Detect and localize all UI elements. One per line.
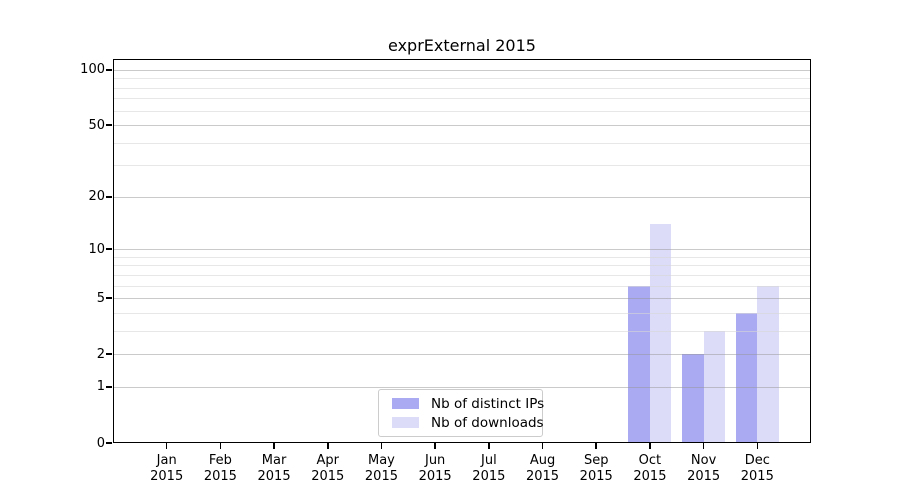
x-tick-year: 2015: [311, 469, 345, 484]
x-tick-year: 2015: [257, 469, 291, 484]
y-tick-mark-20: [106, 196, 112, 198]
y-tick-label-0: 0: [96, 435, 105, 451]
x-tick-mark-may: [380, 443, 383, 449]
x-tick-year: 2015: [150, 469, 184, 484]
x-tick-label-oct: Oct 2015: [620, 453, 680, 485]
x-tick-mark-feb: [219, 443, 222, 449]
gridline-minor-90: [113, 78, 811, 80]
gridline-2: [113, 354, 811, 356]
gridline-100: [113, 69, 811, 71]
x-tick-label-nov: Nov 2015: [674, 453, 734, 485]
bar-distinct-ips-dec: [735, 312, 758, 443]
x-tick-label-mar: Mar 2015: [244, 453, 304, 485]
y-tick-mark-0: [106, 442, 112, 444]
gridline-minor-40: [113, 142, 811, 144]
bar-distinct-ips-nov: [682, 354, 704, 443]
x-tick-label-aug: Aug 2015: [513, 453, 573, 485]
legend-swatch-downloads: [392, 417, 419, 428]
y-tick-mark-10: [106, 248, 112, 250]
x-tick-year: 2015: [472, 469, 506, 484]
chart-title: exprExternal 2015: [388, 36, 536, 55]
gridline-minor-30: [113, 165, 811, 167]
x-tick-mark-oct: [649, 443, 651, 449]
x-tick-month: Jun: [424, 453, 446, 468]
gridline-minor-9: [113, 256, 811, 258]
x-tick-month: May: [368, 453, 395, 468]
x-tick-month: Sep: [583, 453, 609, 468]
y-tick-label-1: 1: [96, 379, 105, 395]
x-tick-year: 2015: [687, 469, 721, 484]
x-tick-month: Aug: [529, 453, 556, 468]
x-tick-month: Jul: [481, 453, 497, 468]
legend: Nb of distinct IPs Nb of downloads: [378, 389, 544, 437]
x-tick-year: 2015: [633, 469, 667, 484]
legend-label: Nb of distinct IPs: [431, 395, 545, 412]
x-tick-month: Dec: [744, 453, 770, 468]
x-tick-month: Mar: [261, 453, 287, 468]
x-tick-month: Jan: [156, 453, 177, 468]
plot-area: 0 1 2 5 10 20 50 100 Jan 2015 Feb 2015 Mar 2015 Apr 201…: [80, 59, 811, 484]
legend-row-downloads: Nb of downloads: [387, 416, 544, 430]
legend-row-distinct-ips: Nb of distinct IPs: [387, 397, 544, 411]
x-tick-month: Feb: [208, 453, 232, 468]
y-tick-label-10: 10: [88, 241, 105, 257]
x-tick-year: 2015: [525, 469, 560, 484]
x-tick-year: 2015: [364, 469, 398, 484]
gridline-minor-60: [113, 110, 811, 112]
gridline-minor-7: [113, 274, 811, 276]
bar-downloads-oct: [649, 224, 672, 443]
x-tick-label-feb: Feb 2015: [190, 453, 250, 485]
x-tick-mark-jul: [488, 443, 490, 449]
gridline-minor-8: [113, 265, 811, 267]
x-tick-mark-sep: [595, 443, 598, 449]
x-tick-mark-jan: [165, 443, 168, 449]
x-tick-month: Nov: [690, 453, 717, 468]
legend-label: Nb of downloads: [431, 414, 544, 431]
x-tick-year: 2015: [740, 469, 774, 484]
x-tick-month: Oct: [638, 453, 662, 468]
legend-swatch-distinct-ips: [392, 398, 419, 409]
bar-downloads-dec: [757, 285, 779, 443]
x-tick-mark-aug: [541, 443, 544, 449]
y-tick-label-100: 100: [80, 62, 105, 78]
gridline-50: [113, 125, 811, 127]
x-tick-label-apr: Apr 2015: [298, 453, 358, 485]
y-tick-mark-5: [106, 297, 112, 299]
x-tick-mark-nov: [702, 443, 705, 449]
x-tick-mark-jun: [434, 443, 436, 449]
gridline-5: [113, 298, 811, 300]
x-tick-year: 2015: [579, 469, 613, 484]
x-tick-mark-apr: [326, 443, 329, 449]
y-tick-mark-2: [106, 353, 112, 355]
x-tick-label-dec: Dec 2015: [727, 453, 787, 485]
x-tick-label-jun: Jun 2015: [405, 453, 465, 485]
x-tick-year: 2015: [418, 469, 452, 484]
x-tick-label-jan: Jan 2015: [137, 453, 197, 485]
gridline-20: [113, 196, 811, 198]
gridline-10: [113, 249, 811, 251]
gridline-minor-80: [113, 87, 811, 89]
y-tick-label-2: 2: [96, 346, 105, 362]
y-tick-mark-1: [106, 386, 112, 388]
x-tick-year: 2015: [203, 469, 237, 484]
x-tick-month: Apr: [316, 453, 340, 468]
gridline-minor-4: [113, 312, 811, 314]
gridline-minor-3: [113, 330, 811, 332]
y-tick-mark-50: [106, 124, 112, 126]
x-tick-label-may: May 2015: [351, 453, 411, 485]
bar-distinct-ips-oct: [628, 285, 650, 443]
gridline-minor-6: [113, 285, 811, 287]
x-tick-mark-dec: [756, 443, 759, 449]
y-tick-label-20: 20: [88, 189, 105, 205]
x-tick-label-sep: Sep 2015: [566, 453, 626, 485]
y-tick-label-5: 5: [96, 290, 105, 306]
y-tick-mark-100: [106, 69, 112, 71]
x-tick-mark-mar: [273, 443, 275, 449]
gridline-1: [113, 386, 811, 388]
x-tick-label-jul: Jul 2015: [459, 453, 519, 485]
gridline-minor-70: [113, 98, 811, 100]
y-tick-label-50: 50: [88, 117, 105, 133]
